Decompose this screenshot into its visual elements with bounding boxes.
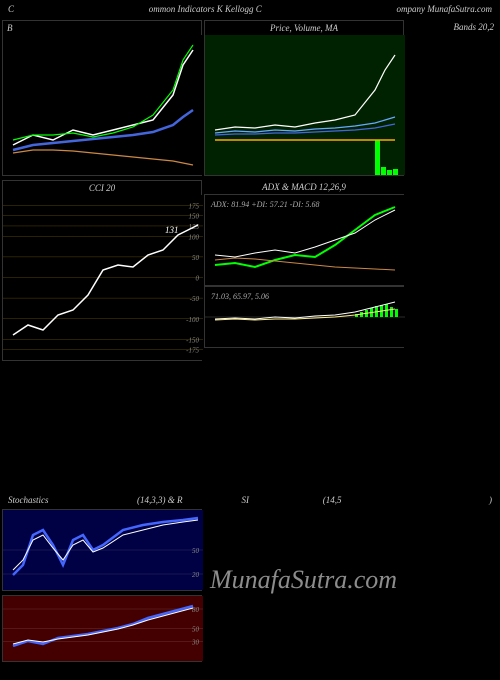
header-center: ommon Indicators K Kellogg C — [149, 4, 262, 14]
stoch-title: Stochastics — [8, 495, 49, 505]
svg-text:-100: -100 — [186, 316, 199, 324]
stoch-title-si: SI — [242, 495, 250, 505]
cci-panel: CCI 20 175150125100500-50-100-150-175131 — [2, 180, 202, 361]
bollinger-title: B — [3, 21, 201, 35]
svg-text:30: 30 — [191, 639, 200, 647]
rsi-chart: 805030 — [3, 596, 203, 661]
svg-text:131: 131 — [165, 225, 179, 235]
bands-label-container: Bands 20,2 — [406, 20, 498, 176]
svg-text:ADX: 81.94 +DI: 57.21 -DI: 5.: ADX: 81.94 +DI: 57.21 -DI: 5.68 — [210, 200, 320, 209]
macd-panel: 71.03, 65.97, 5.06 — [204, 286, 404, 348]
stoch-title-row: Stochastics (14,3,3) & R SI (14,5 ) — [0, 493, 500, 507]
svg-text:150: 150 — [189, 213, 200, 221]
bollinger-panel: B — [2, 20, 202, 176]
row-4: 805030 — [0, 593, 500, 664]
bands-title: Bands 20,2 — [406, 20, 498, 34]
svg-text:20: 20 — [192, 571, 200, 579]
stoch-title-mid: (14,3,3) & R — [137, 495, 183, 505]
svg-text:0: 0 — [196, 275, 200, 283]
rsi-panel: 805030 — [2, 595, 202, 662]
page-header: C ommon Indicators K Kellogg C ompany Mu… — [0, 0, 500, 18]
svg-text:50: 50 — [192, 547, 200, 555]
svg-text:-175: -175 — [186, 347, 199, 355]
header-right: ompany MunafaSutra.com — [397, 4, 493, 14]
adx-macd-column: ADX & MACD 12,26,9 ADX: 81.94 +DI: 57.21… — [204, 180, 404, 361]
macd-chart: 71.03, 65.97, 5.06 — [205, 287, 405, 347]
price-ma-chart — [205, 35, 405, 175]
row-2: CCI 20 175150125100500-50-100-150-175131… — [0, 178, 500, 363]
adx-chart: ADX: 81.94 +DI: 57.21 -DI: 5.68 — [205, 195, 405, 285]
svg-text:100: 100 — [189, 233, 200, 241]
adx-panel: ADX: 81.94 +DI: 57.21 -DI: 5.68 — [204, 194, 404, 286]
svg-text:50: 50 — [192, 626, 200, 634]
price-ma-panel: Price, Volume, MA — [204, 20, 404, 176]
adx-macd-subtitle: ADX & MACD 12,26,9 — [204, 180, 404, 194]
spacer — [0, 363, 500, 493]
price-ma-title: Price, Volume, MA — [205, 21, 403, 35]
svg-text:-50: -50 — [190, 295, 200, 303]
cci-title: CCI 20 — [3, 181, 201, 195]
stochastics-chart: 50 20 — [3, 510, 203, 590]
row-3: 50 20 — [0, 507, 500, 593]
bollinger-chart — [3, 35, 203, 175]
svg-text:50: 50 — [192, 254, 200, 262]
cci-chart: 175150125100500-50-100-150-175131 — [3, 195, 203, 360]
svg-text:175: 175 — [189, 202, 200, 210]
svg-text:71.03, 65.97, 5.06: 71.03, 65.97, 5.06 — [211, 292, 269, 301]
stochastics-panel: 50 20 — [2, 509, 202, 591]
stoch-title-paren: ) — [489, 495, 492, 505]
svg-text:-150: -150 — [186, 336, 199, 344]
header-left: C — [8, 4, 14, 14]
row-1: B Price, Volume, MA Bands 20,2 — [0, 18, 500, 178]
stoch-title-end: (14,5 — [323, 495, 342, 505]
